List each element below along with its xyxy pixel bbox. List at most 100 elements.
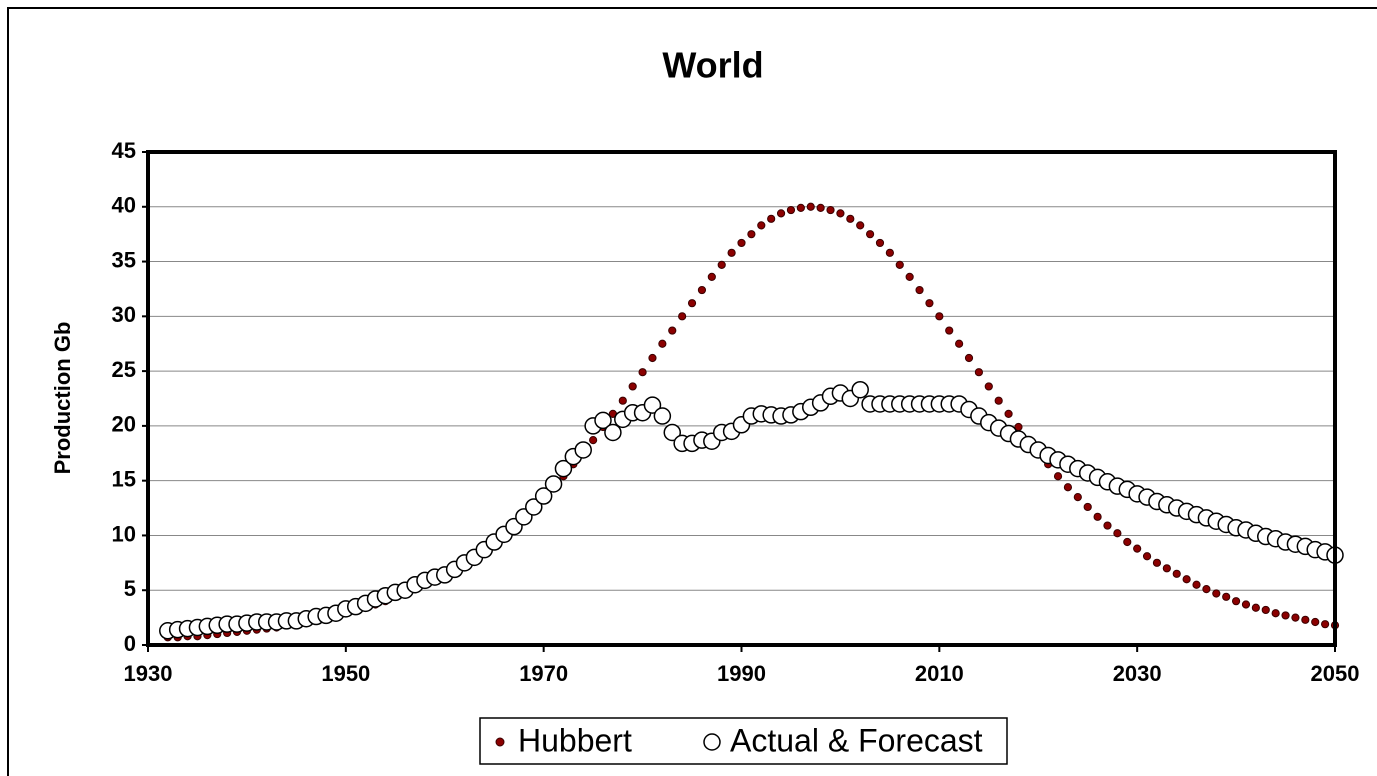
point [1004, 409, 1013, 418]
point [945, 326, 954, 335]
point [1231, 597, 1241, 606]
legend-marker [495, 737, 505, 747]
point [707, 272, 716, 281]
y-tick-label: 35 [112, 247, 136, 272]
y-tick-label: 10 [112, 521, 136, 546]
legend: Hubbert Actual & Forecast [479, 717, 1008, 765]
point [757, 221, 766, 230]
y-tick-label: 5 [124, 576, 136, 601]
point [826, 205, 835, 215]
x-tick-label: 1990 [717, 661, 766, 686]
point [544, 475, 563, 493]
point [875, 238, 885, 248]
point [1241, 600, 1251, 609]
legend-label: Actual & Forecast [730, 722, 983, 758]
point [974, 368, 984, 377]
point [589, 436, 598, 445]
point [1311, 617, 1320, 627]
point [638, 368, 647, 377]
point [846, 214, 855, 223]
point [554, 459, 573, 478]
point [1103, 521, 1112, 530]
point [1291, 613, 1300, 622]
x-tick-label: 1930 [124, 661, 173, 686]
point [1142, 552, 1152, 561]
point [776, 209, 786, 218]
point [935, 312, 944, 321]
y-tick-label: 30 [112, 302, 136, 327]
point [796, 203, 805, 212]
point [851, 380, 869, 399]
point [1182, 575, 1191, 584]
point [1212, 589, 1221, 598]
x-tick-label: 2030 [1113, 661, 1162, 686]
point [1063, 483, 1073, 492]
point [1281, 611, 1290, 620]
y-tick-label: 40 [112, 193, 136, 218]
point [1093, 512, 1102, 521]
point [925, 299, 934, 308]
point [905, 272, 914, 281]
point [618, 396, 627, 405]
point [697, 285, 707, 295]
point [1172, 569, 1181, 578]
point [1053, 472, 1063, 481]
x-tick-label: 2010 [915, 661, 964, 686]
point [663, 423, 682, 442]
point [1123, 537, 1132, 547]
legend-marker [703, 733, 721, 751]
point [806, 202, 815, 211]
y-tick-label: 0 [124, 631, 136, 656]
point [786, 205, 796, 215]
point [885, 248, 894, 257]
legend-label: Hubbert [518, 722, 632, 758]
point [717, 260, 726, 269]
point [1083, 502, 1092, 512]
point [994, 396, 1003, 405]
point [1113, 529, 1122, 538]
point [1271, 609, 1280, 618]
point [628, 382, 637, 391]
point [737, 238, 746, 248]
point [1261, 605, 1270, 615]
point [964, 353, 974, 363]
point [534, 487, 553, 505]
point [653, 407, 672, 425]
point [1152, 558, 1162, 567]
point [767, 214, 776, 223]
point [1133, 544, 1142, 553]
point [1321, 620, 1330, 629]
point [648, 353, 657, 363]
x-tick-label: 1970 [519, 661, 568, 686]
point [727, 248, 736, 257]
point [574, 441, 592, 459]
point [643, 396, 662, 414]
point [836, 209, 845, 218]
y-tick-label: 15 [112, 466, 136, 491]
point [747, 230, 756, 239]
point [525, 498, 543, 516]
y-tick-label: 45 [112, 138, 136, 163]
chart-title: World [662, 45, 763, 86]
point [1222, 592, 1231, 601]
point [604, 423, 622, 442]
point [668, 326, 677, 335]
marks [159, 202, 1344, 642]
point [816, 203, 825, 212]
y-tick-label: 25 [112, 357, 136, 382]
point [594, 411, 612, 430]
point [1073, 493, 1082, 502]
point [1251, 603, 1260, 612]
point [895, 260, 904, 269]
plot-frame [146, 150, 1337, 647]
point [658, 339, 667, 348]
point [687, 299, 697, 308]
point [1301, 615, 1310, 624]
point [915, 285, 924, 295]
point [984, 382, 993, 391]
point [1192, 580, 1201, 589]
y-axis-label: Production Gb [50, 322, 75, 475]
point [1202, 585, 1211, 594]
point [1162, 564, 1171, 573]
